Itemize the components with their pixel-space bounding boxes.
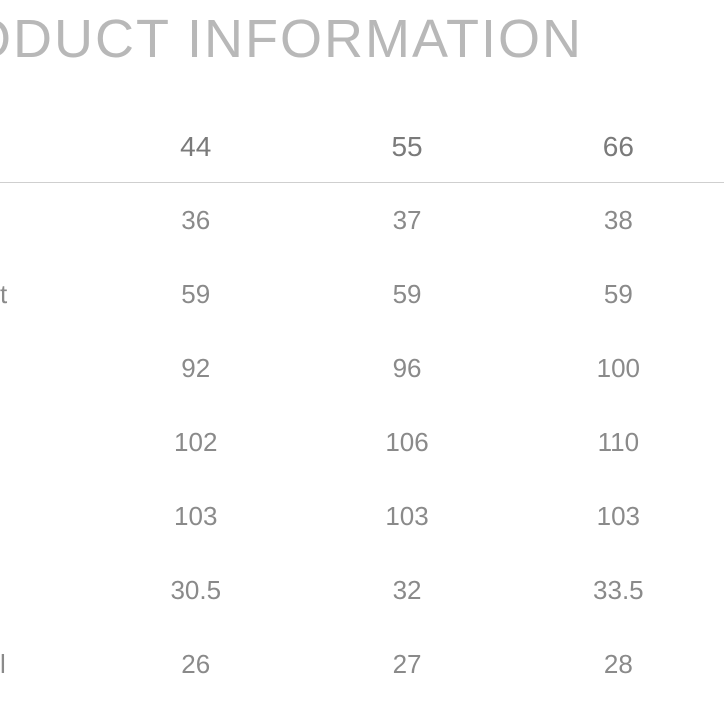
table-header-cell: 55: [301, 112, 512, 183]
table-cell: 110: [513, 405, 724, 479]
row-label: [0, 331, 90, 405]
table-row: 102 106 110: [0, 405, 724, 479]
table: 44 55 66 36 37 38 t 59 59 59: [0, 112, 724, 701]
table-row: 103 103 103: [0, 479, 724, 553]
table-header-row: 44 55 66: [0, 112, 724, 183]
table-row: 92 96 100: [0, 331, 724, 405]
size-table: 44 55 66 36 37 38 t 59 59 59: [0, 112, 724, 701]
row-label: t: [0, 257, 90, 331]
table-cell: 103: [513, 479, 724, 553]
row-label: [0, 405, 90, 479]
table-cell: 28: [513, 627, 724, 701]
table-cell: 100: [513, 331, 724, 405]
table-row: l 26 27 28: [0, 627, 724, 701]
table-header-label: [0, 112, 90, 183]
table-cell: 38: [513, 183, 724, 258]
table-cell: 92: [90, 331, 301, 405]
table-cell: 96: [301, 331, 512, 405]
table-cell: 33.5: [513, 553, 724, 627]
row-label: l: [0, 627, 90, 701]
table-header-cell: 44: [90, 112, 301, 183]
section-heading: PRODUCT INFORMATION: [0, 8, 583, 70]
table-header-cell: 66: [513, 112, 724, 183]
table-cell: 37: [301, 183, 512, 258]
table-row: t 59 59 59: [0, 257, 724, 331]
table-cell: 26: [90, 627, 301, 701]
table-row: 30.5 32 33.5: [0, 553, 724, 627]
table-cell: 59: [90, 257, 301, 331]
table-cell: 32: [301, 553, 512, 627]
row-label: [0, 183, 90, 258]
row-label: [0, 479, 90, 553]
table-cell: 59: [301, 257, 512, 331]
table-cell: 30.5: [90, 553, 301, 627]
table-cell: 102: [90, 405, 301, 479]
table-cell: 103: [301, 479, 512, 553]
table-cell: 106: [301, 405, 512, 479]
table-row: 36 37 38: [0, 183, 724, 258]
table-cell: 36: [90, 183, 301, 258]
table-cell: 27: [301, 627, 512, 701]
row-label: [0, 553, 90, 627]
table-cell: 59: [513, 257, 724, 331]
page: PRODUCT INFORMATION 44 55 66 36: [0, 0, 724, 724]
table-cell: 103: [90, 479, 301, 553]
